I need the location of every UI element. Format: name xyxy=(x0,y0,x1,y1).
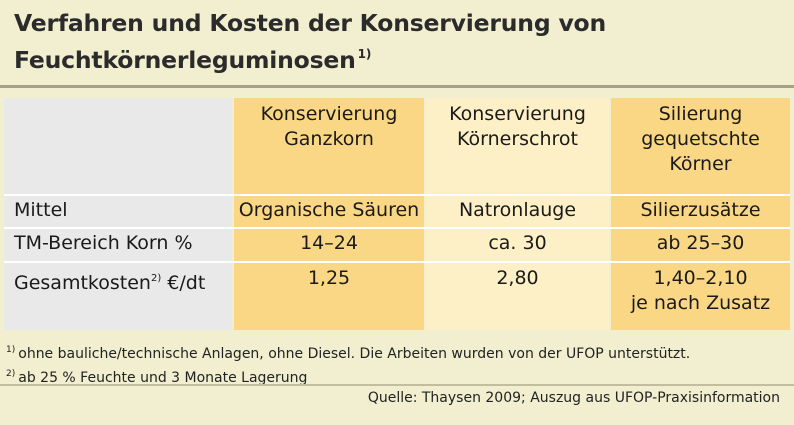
header-koernerschrot: Konservierung Körnerschrot xyxy=(449,103,586,150)
table-cell: Organische Säuren xyxy=(238,199,420,221)
table-cell: 1,25 xyxy=(307,267,351,289)
unit-euro-per-dt: €/dt xyxy=(167,272,206,294)
row-label-mittel: Mittel xyxy=(14,199,68,221)
row-label-gesamtkosten: Gesamtkosten2) €/dt xyxy=(14,272,206,294)
header-ganzkorn: Konservierung Ganzkorn xyxy=(260,103,398,150)
bottom-rule xyxy=(0,384,794,386)
table-cell: ab 25–30 xyxy=(656,232,745,254)
cost-table: Konservierung Ganzkorn Konservierung Kör… xyxy=(4,98,790,330)
page-title: Verfahren und Kosten der Konservierung v… xyxy=(14,8,784,76)
title-line-2: Feuchtkörnerleguminosen xyxy=(14,46,356,74)
table-cell: 2,80 xyxy=(496,267,539,289)
table-cell: 1,40–2,10 je nach Zusatz xyxy=(630,267,771,314)
footnote-2: 2) ab 25 % Feuchte und 3 Monate Lagerung xyxy=(6,369,308,386)
header-silierung: Silierung gequetschte Körner xyxy=(641,103,760,175)
column-koernerschrot xyxy=(426,98,609,330)
table-cell: Silierzusätze xyxy=(640,199,761,221)
row-divider xyxy=(4,227,790,229)
top-rule xyxy=(0,85,794,88)
footnotes: 1) ohne bauliche/technische Anlagen, ohne… xyxy=(6,340,690,388)
table-cell: ca. 30 xyxy=(488,232,547,254)
table-cell: Natronlauge xyxy=(458,199,577,221)
column-ganzkorn xyxy=(234,98,424,330)
title-line-1: Verfahren und Kosten der Konservierung v… xyxy=(14,9,607,37)
footnote-1: 1) ohne bauliche/technische Anlagen, ohne… xyxy=(6,345,691,362)
source-line: Quelle: Thaysen 2009; Auszug aus UFOP-Pr… xyxy=(367,390,780,406)
table-cell: 14–24 xyxy=(300,232,358,254)
label-column xyxy=(4,98,232,330)
title-footnote-mark: 1) xyxy=(357,47,372,61)
column-silierung xyxy=(611,98,790,330)
row-divider xyxy=(4,261,790,263)
row-label-tm-bereich: TM-Bereich Korn % xyxy=(14,232,193,254)
unit-percent: % xyxy=(174,232,193,254)
footnote-mark: 2) xyxy=(150,273,162,284)
row-divider xyxy=(4,194,790,196)
